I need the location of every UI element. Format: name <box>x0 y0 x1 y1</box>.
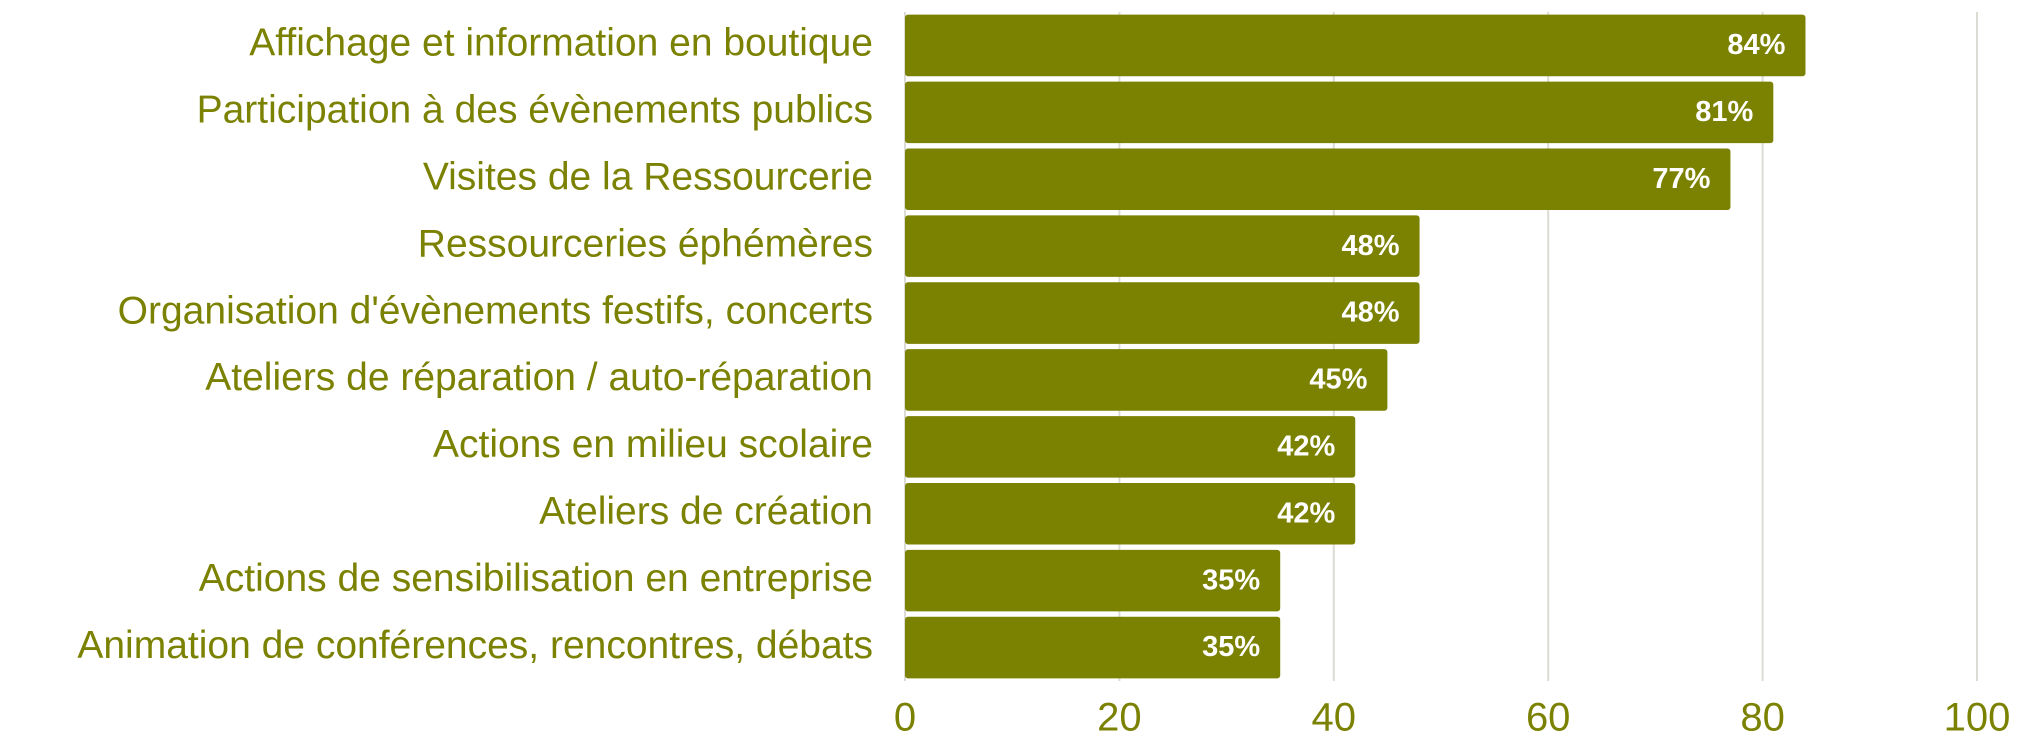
x-tick-label: 0 <box>894 696 916 736</box>
data-label: 42% <box>1277 431 1335 463</box>
bar <box>905 616 1281 679</box>
data-label: 81% <box>1695 96 1753 128</box>
bar <box>905 482 1356 545</box>
y-tick-label: Actions en milieu scolaire <box>433 423 873 466</box>
y-tick-label: Visites de la Ressourcerie <box>423 156 873 199</box>
data-label: 35% <box>1202 564 1260 596</box>
x-tick-label: 80 <box>1740 696 1785 736</box>
bar <box>905 349 1388 411</box>
data-label: 48% <box>1342 297 1400 329</box>
y-tick-label: Ateliers de création <box>539 490 873 533</box>
bar <box>905 14 1806 77</box>
y-tick-label: Actions de sensibilisation en entreprise <box>199 557 873 600</box>
bar <box>905 81 1774 144</box>
data-label: 84% <box>1727 29 1785 61</box>
bar <box>905 549 1281 612</box>
bar <box>905 215 1420 277</box>
data-label: 45% <box>1309 364 1367 396</box>
y-tick-label: Participation à des évènements publics <box>197 89 873 132</box>
bar <box>905 416 1356 478</box>
data-label: 48% <box>1342 230 1400 262</box>
y-tick-label: Ateliers de réparation / auto-réparation <box>205 356 873 399</box>
x-tick-label: 60 <box>1526 696 1571 736</box>
y-tick-label: Organisation d'évènements festifs, conce… <box>118 289 873 332</box>
y-tick-label: Animation de conférences, rencontres, dé… <box>77 624 873 667</box>
x-tick-label: 100 <box>1944 696 2011 736</box>
x-tick-label: 40 <box>1312 696 1357 736</box>
data-label: 77% <box>1652 163 1710 195</box>
bar <box>905 282 1420 344</box>
data-label: 35% <box>1202 631 1260 663</box>
y-tick-label: Ressourceries éphémères <box>418 222 873 265</box>
data-label: 42% <box>1277 497 1335 529</box>
bar <box>905 148 1731 211</box>
y-tick-label: Affichage et information en boutique <box>249 22 873 65</box>
x-tick-label: 20 <box>1097 696 1142 736</box>
